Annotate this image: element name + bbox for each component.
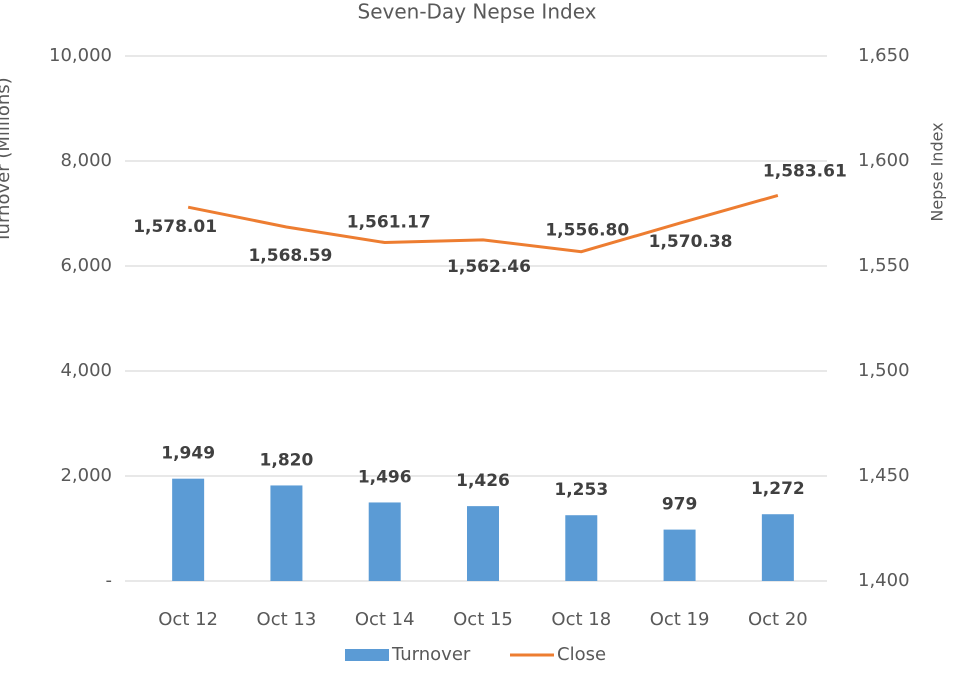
- data-label: 1,578.01: [133, 217, 217, 237]
- data-label: 1,583.61: [763, 161, 847, 181]
- line: [187, 193, 779, 254]
- y-tick-label: -: [106, 570, 113, 591]
- bar: [467, 506, 499, 581]
- y-tick-label: 6,000: [60, 255, 112, 276]
- legend-swatch: [345, 649, 389, 661]
- x-tick-label: Oct 19: [650, 609, 710, 630]
- y2-tick-label: 1,650: [858, 45, 910, 66]
- data-label: 1,496: [358, 467, 412, 487]
- data-label: 1,426: [456, 471, 510, 491]
- data-label: 1,568.59: [248, 246, 332, 266]
- y2-tick-label: 1,450: [858, 465, 910, 486]
- y-tick-label: 8,000: [60, 150, 112, 171]
- x-tick-label: Oct 18: [551, 609, 611, 630]
- bar: [663, 529, 696, 581]
- y-tick-label: 4,000: [60, 360, 112, 381]
- x-tick-label: Oct 13: [257, 609, 317, 630]
- y2-axis-title: Nepse Index: [928, 122, 947, 221]
- y2-tick-label: 1,550: [858, 255, 910, 276]
- chart-title: Seven-Day Nepse Index: [358, 0, 597, 24]
- data-label: 1,272: [751, 479, 805, 499]
- data-label: 1,561.17: [347, 213, 431, 233]
- data-label: 1,562.46: [447, 257, 531, 277]
- x-tick-label: Oct 15: [453, 609, 513, 630]
- y-axis-title: Turnover (Millions): [0, 77, 14, 243]
- y-tick-label: 10,000: [49, 45, 112, 66]
- data-label: 1,253: [554, 480, 608, 500]
- y2-tick-label: 1,500: [858, 360, 910, 381]
- y2-tick-label: 1,600: [858, 150, 910, 171]
- bar: [270, 485, 303, 581]
- x-tick-label: Oct 12: [158, 609, 218, 630]
- x-tick-label: Oct 20: [748, 609, 808, 630]
- y-tick-label: 2,000: [60, 465, 112, 486]
- data-label: 1,949: [161, 444, 215, 464]
- bar: [761, 514, 794, 581]
- bar: [172, 478, 205, 581]
- legend-label: Turnover: [391, 644, 471, 665]
- bar: [565, 515, 598, 581]
- bar: [368, 502, 401, 581]
- data-label: 1,570.38: [649, 232, 733, 252]
- data-label: 1,820: [260, 450, 314, 470]
- data-label: 979: [662, 495, 698, 515]
- legend-label: Close: [557, 644, 606, 665]
- y2-tick-label: 1,400: [858, 570, 910, 591]
- x-tick-label: Oct 14: [355, 609, 415, 630]
- data-label: 1,556.80: [545, 221, 629, 241]
